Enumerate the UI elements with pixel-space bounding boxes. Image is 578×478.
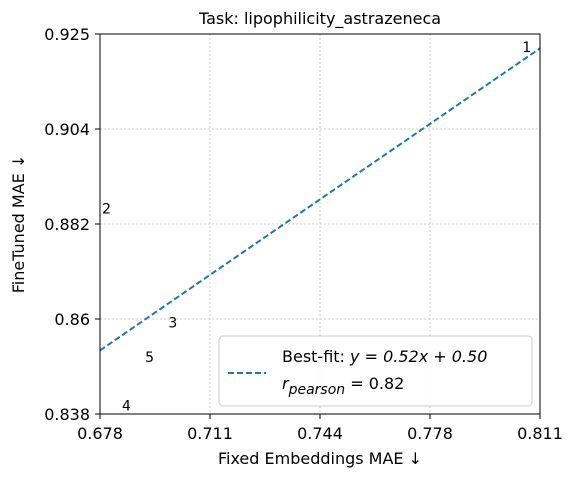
y-tick-label: 0.904	[44, 120, 90, 139]
x-tick-label: 0.678	[77, 424, 123, 443]
x-tick-label: 0.711	[187, 424, 233, 443]
point-label: 5	[145, 350, 154, 366]
x-tick-label: 0.811	[517, 424, 563, 443]
point-labels: 1 2 3 4 5	[102, 40, 531, 414]
point-label: 1	[522, 40, 531, 56]
legend-best-fit-label: Best-fit: y = 0.52x + 0.50	[282, 347, 487, 366]
legend-pearson-label: rpearson = 0.82	[282, 374, 404, 398]
y-tick-label: 0.86	[54, 310, 90, 329]
y-axis-ticks: 0.838 0.86 0.882 0.904 0.925	[44, 25, 100, 424]
x-tick-label: 0.778	[407, 424, 453, 443]
fit-line-group	[99, 47, 541, 352]
y-tick-label: 0.838	[44, 405, 90, 424]
x-axis-ticks: 0.678 0.711 0.744 0.778 0.811	[77, 414, 563, 443]
y-tick-label: 0.925	[44, 25, 90, 44]
x-tick-label: 0.744	[297, 424, 343, 443]
y-axis-label: FineTuned MAE ↓	[9, 155, 28, 294]
point-label: 4	[122, 398, 131, 414]
chart-title: Task: lipophilicity_astrazeneca	[198, 9, 441, 29]
y-tick-label: 0.882	[44, 215, 90, 234]
point-label: 3	[168, 315, 177, 331]
best-fit-line	[99, 47, 541, 352]
legend-box	[218, 335, 533, 407]
x-axis-label: Fixed Embeddings MAE ↓	[218, 449, 422, 468]
point-label: 2	[102, 202, 111, 218]
legend: Best-fit: y = 0.52x + 0.50 rpearson = 0.…	[218, 335, 533, 407]
